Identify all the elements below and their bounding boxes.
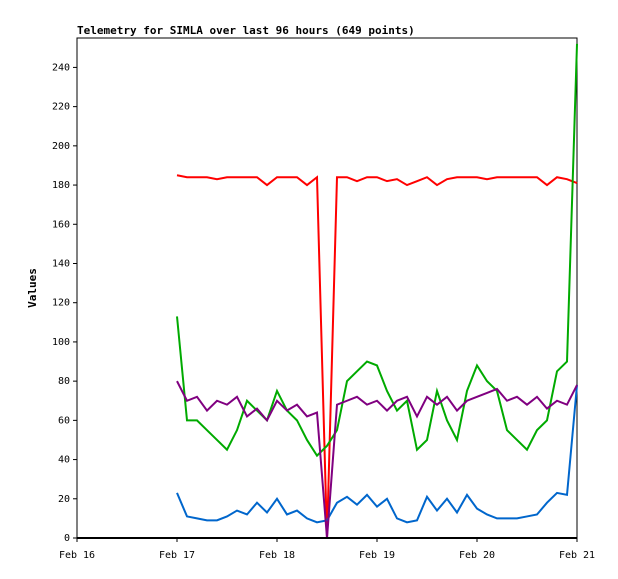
y-tick-label: 100: [52, 337, 70, 348]
y-tick-label: 60: [58, 415, 70, 426]
x-tick-label: Feb 17: [159, 550, 195, 561]
y-tick-label: 160: [52, 219, 70, 230]
x-tick-label: Feb 18: [259, 550, 295, 561]
y-tick-label: 120: [52, 298, 70, 309]
x-tick-label: Feb 20: [459, 550, 495, 561]
y-tick-label: 20: [58, 494, 70, 505]
series-line: [176, 384, 578, 524]
y-tick-label: 140: [52, 258, 70, 269]
x-tick-label: Feb 16: [59, 550, 95, 561]
series-line: [176, 174, 578, 539]
y-tick-label: 180: [52, 180, 70, 191]
chart-title: Telemetry for SIMLA over last 96 hours (…: [77, 24, 415, 37]
x-tick-label: Feb 19: [359, 550, 395, 561]
y-tick-label: 80: [58, 376, 70, 387]
y-axis-label: Values: [26, 268, 39, 308]
y-tick-label: 40: [58, 455, 70, 466]
y-tick-label: 0: [64, 533, 70, 544]
plot-frame: [76, 37, 578, 539]
x-tick-label: Feb 21: [559, 550, 595, 561]
series-line: [176, 380, 578, 539]
y-tick-label: 220: [52, 102, 70, 113]
y-tick-label: 200: [52, 141, 70, 152]
y-tick-label: 240: [52, 62, 70, 73]
series-line: [176, 43, 578, 458]
